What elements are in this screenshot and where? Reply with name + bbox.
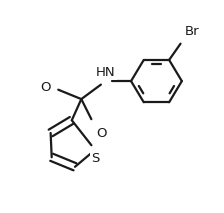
Text: HN: HN (96, 66, 115, 79)
Text: S: S (91, 153, 99, 166)
Text: O: O (41, 81, 51, 94)
Text: O: O (96, 127, 107, 140)
Text: Br: Br (185, 25, 200, 38)
